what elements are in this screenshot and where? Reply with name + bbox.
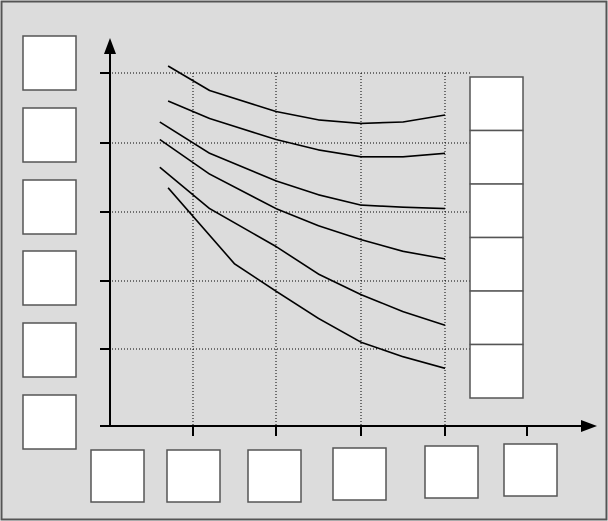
- x-axis-label-boxes: [90, 443, 558, 503]
- legend-box-4: [469, 236, 524, 292]
- curve-3: [159, 121, 446, 210]
- curve-1: [167, 65, 446, 125]
- y-axis-arrowhead: [104, 38, 116, 54]
- y-axis-label-boxes: [22, 35, 77, 450]
- grid-lines: [100, 72, 470, 426]
- curve-4: [159, 138, 446, 260]
- x-label-box-1: [90, 449, 145, 503]
- y-label-box-2: [22, 107, 77, 163]
- x-label-box-4: [332, 447, 387, 501]
- legend-boxes: [469, 76, 524, 399]
- curve-2: [167, 100, 446, 158]
- y-label-box-1: [22, 35, 77, 91]
- x-label-box-5: [424, 445, 479, 499]
- legend-box-2: [469, 129, 524, 185]
- x-label-box-3: [247, 449, 302, 503]
- legend-box-1: [469, 76, 524, 132]
- legend-box-3: [469, 183, 524, 239]
- y-label-box-4: [22, 250, 77, 306]
- legend-box-5: [469, 290, 524, 346]
- axes: [100, 38, 597, 436]
- x-label-box-2: [166, 449, 221, 503]
- legend-box-6: [469, 343, 524, 399]
- x-label-box-6: [503, 443, 558, 497]
- y-label-box-5: [22, 322, 77, 378]
- x-axis-arrowhead: [581, 420, 597, 432]
- y-label-box-3: [22, 179, 77, 235]
- curve-5: [159, 166, 446, 326]
- curve-6: [167, 187, 446, 370]
- y-label-box-6: [22, 394, 77, 450]
- data-curves: [159, 65, 446, 370]
